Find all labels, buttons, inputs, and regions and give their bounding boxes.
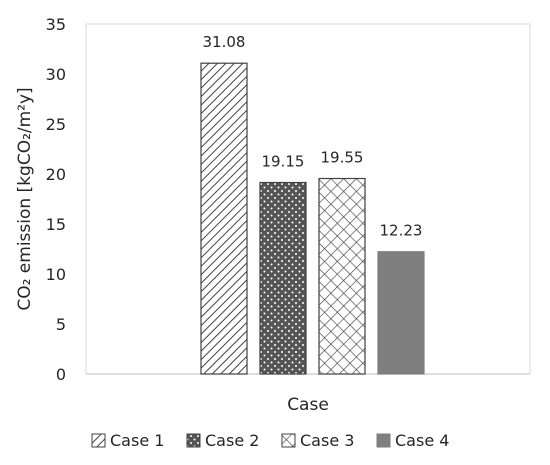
legend-swatch xyxy=(91,433,106,448)
y-axis-title: CO₂ emission [kgCO₂/m²y] xyxy=(15,87,35,310)
y-tick-label: 5 xyxy=(56,315,66,334)
y-tick-label: 0 xyxy=(56,365,66,384)
bar-case-3 xyxy=(318,177,366,375)
legend-swatch xyxy=(281,433,296,448)
y-tick-label: 35 xyxy=(46,15,66,34)
legend-label: Case 2 xyxy=(205,431,259,450)
y-tick-label: 25 xyxy=(46,115,66,134)
bar-case-4 xyxy=(377,251,425,375)
y-tick-labels: 0 5 10 15 20 25 30 35 xyxy=(46,15,66,384)
y-tick-label: 20 xyxy=(46,165,66,184)
legend-label: Case 3 xyxy=(300,431,354,450)
bars xyxy=(200,62,425,375)
legend-label: Case 4 xyxy=(395,431,449,450)
x-axis-title: Case xyxy=(287,395,329,415)
bar-case-1 xyxy=(200,62,248,375)
legend: Case 1 Case 2 Case 3 Case 4 xyxy=(91,431,449,450)
legend-swatch xyxy=(186,433,201,448)
y-tick-label: 15 xyxy=(46,215,66,234)
bar-case-2 xyxy=(259,181,307,375)
y-tick-label: 10 xyxy=(46,265,66,284)
legend-label: Case 1 xyxy=(110,431,164,450)
plot-area xyxy=(85,23,531,375)
data-label: 19.55 xyxy=(321,149,364,167)
data-labels: 31.08 19.15 19.55 12.23 xyxy=(203,33,423,240)
legend-swatch xyxy=(376,433,391,448)
data-label: 12.23 xyxy=(380,222,423,240)
y-tick-label: 30 xyxy=(46,65,66,84)
data-label: 19.15 xyxy=(262,153,305,171)
data-label: 31.08 xyxy=(203,33,246,51)
